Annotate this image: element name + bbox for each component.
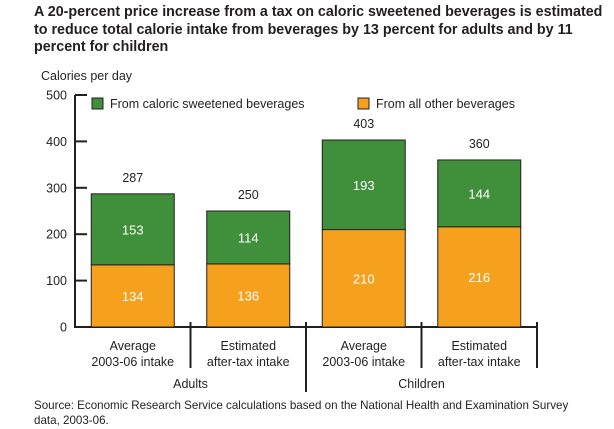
- bar-sweetened-beverages: [206, 210, 291, 265]
- x-category-label: Estimated: [220, 339, 276, 353]
- chart-title: A 20-percent price increase from a tax o…: [34, 4, 603, 55]
- bar-total-label: 360: [469, 137, 490, 151]
- group-label: Children: [398, 377, 445, 391]
- x-category-label: 2003-06 intake: [322, 355, 405, 369]
- legend-swatch: [357, 97, 370, 110]
- legend-label: From all other beverages: [376, 97, 515, 111]
- bar-value-label: 134: [122, 289, 144, 304]
- source-note: Source: Economic Research Service calcul…: [34, 399, 569, 427]
- bar-value-label: 114: [238, 230, 259, 245]
- bar-value-label: 193: [353, 178, 375, 193]
- group-label: Adults: [173, 377, 208, 391]
- x-category-label: Average: [110, 339, 156, 353]
- y-tick-label: 400: [46, 135, 67, 149]
- y-tick-label: 300: [46, 181, 67, 195]
- y-tick-label: 0: [60, 321, 67, 335]
- x-category-label: after-tax intake: [438, 355, 521, 369]
- legend-swatch: [91, 97, 104, 110]
- bar-other-beverages: [206, 263, 291, 328]
- bar-value-label: 144: [468, 186, 490, 201]
- bar-sweetened-beverages: [90, 193, 175, 266]
- bar-other-beverages: [90, 264, 175, 328]
- bar-other-beverages: [321, 229, 406, 328]
- bar-total-label: 250: [238, 188, 259, 202]
- bar-value-label: 216: [468, 270, 490, 285]
- y-tick-label: 100: [46, 274, 67, 288]
- bar-sweetened-beverages: [437, 159, 522, 228]
- x-category-label: Average: [341, 339, 387, 353]
- legend-label: From caloric sweetened beverages: [110, 97, 305, 111]
- bar-total-label: 287: [122, 171, 143, 185]
- bar-sweetened-beverages: [321, 139, 406, 231]
- bar-value-label: 210: [353, 271, 375, 286]
- x-category-label: 2003-06 intake: [91, 355, 174, 369]
- y-tick-label: 500: [46, 89, 67, 103]
- y-axis-label: Calories per day: [41, 69, 133, 83]
- bar-total-label: 403: [353, 117, 374, 131]
- bar-value-label: 136: [237, 288, 259, 303]
- x-category-label: Estimated: [451, 339, 507, 353]
- x-category-label: after-tax intake: [207, 355, 290, 369]
- bar-value-label: 153: [122, 222, 144, 237]
- y-tick-label: 200: [46, 228, 67, 242]
